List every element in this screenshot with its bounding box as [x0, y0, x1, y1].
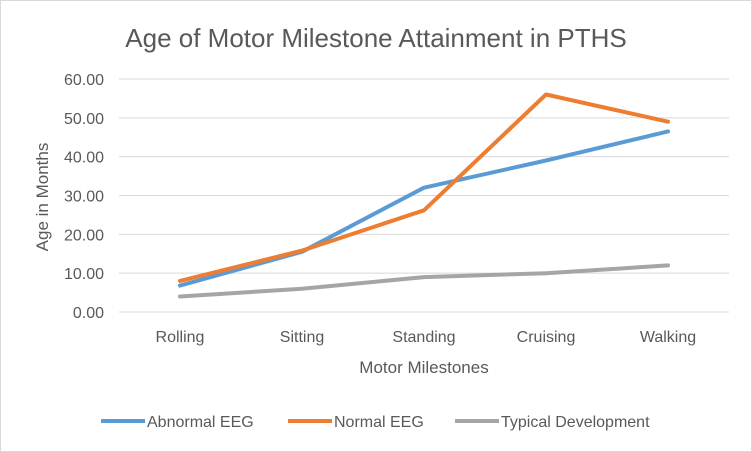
legend-label: Normal EEG — [334, 414, 424, 431]
y-tick-label: 60.00 — [64, 72, 104, 89]
x-tick-label: Standing — [392, 329, 455, 346]
y-tick-label: 50.00 — [64, 111, 104, 128]
y-tick-labels: 0.00 10.00 20.00 30.00 40.00 50.00 60.00 — [64, 72, 104, 322]
x-tick-labels: Rolling Sitting Standing Cruising Walking — [156, 329, 697, 346]
series-line — [178, 263, 670, 299]
series-line — [178, 129, 670, 288]
chart-title: Age of Motor Milestone Attainment in PTH… — [125, 23, 626, 53]
y-axis-title: Age in Months — [33, 143, 52, 252]
y-tick-label: 10.00 — [64, 266, 104, 283]
legend-label: Abnormal EEG — [147, 414, 254, 431]
y-tick-label: 30.00 — [64, 189, 104, 206]
series-line — [178, 92, 670, 283]
series-lines — [178, 92, 670, 299]
x-tick-label: Sitting — [280, 329, 324, 346]
y-tick-label: 40.00 — [64, 150, 104, 167]
y-tick-label: 20.00 — [64, 227, 104, 244]
x-tick-label: Walking — [640, 329, 696, 346]
x-tick-label: Rolling — [156, 329, 205, 346]
legend: Abnormal EEG Normal EEG Typical Developmen… — [101, 414, 650, 431]
x-tick-label: Cruising — [517, 329, 576, 346]
legend-label: Typical Development — [501, 414, 650, 431]
x-axis-title: Motor Milestones — [359, 358, 488, 377]
y-tick-label: 0.00 — [73, 305, 104, 322]
